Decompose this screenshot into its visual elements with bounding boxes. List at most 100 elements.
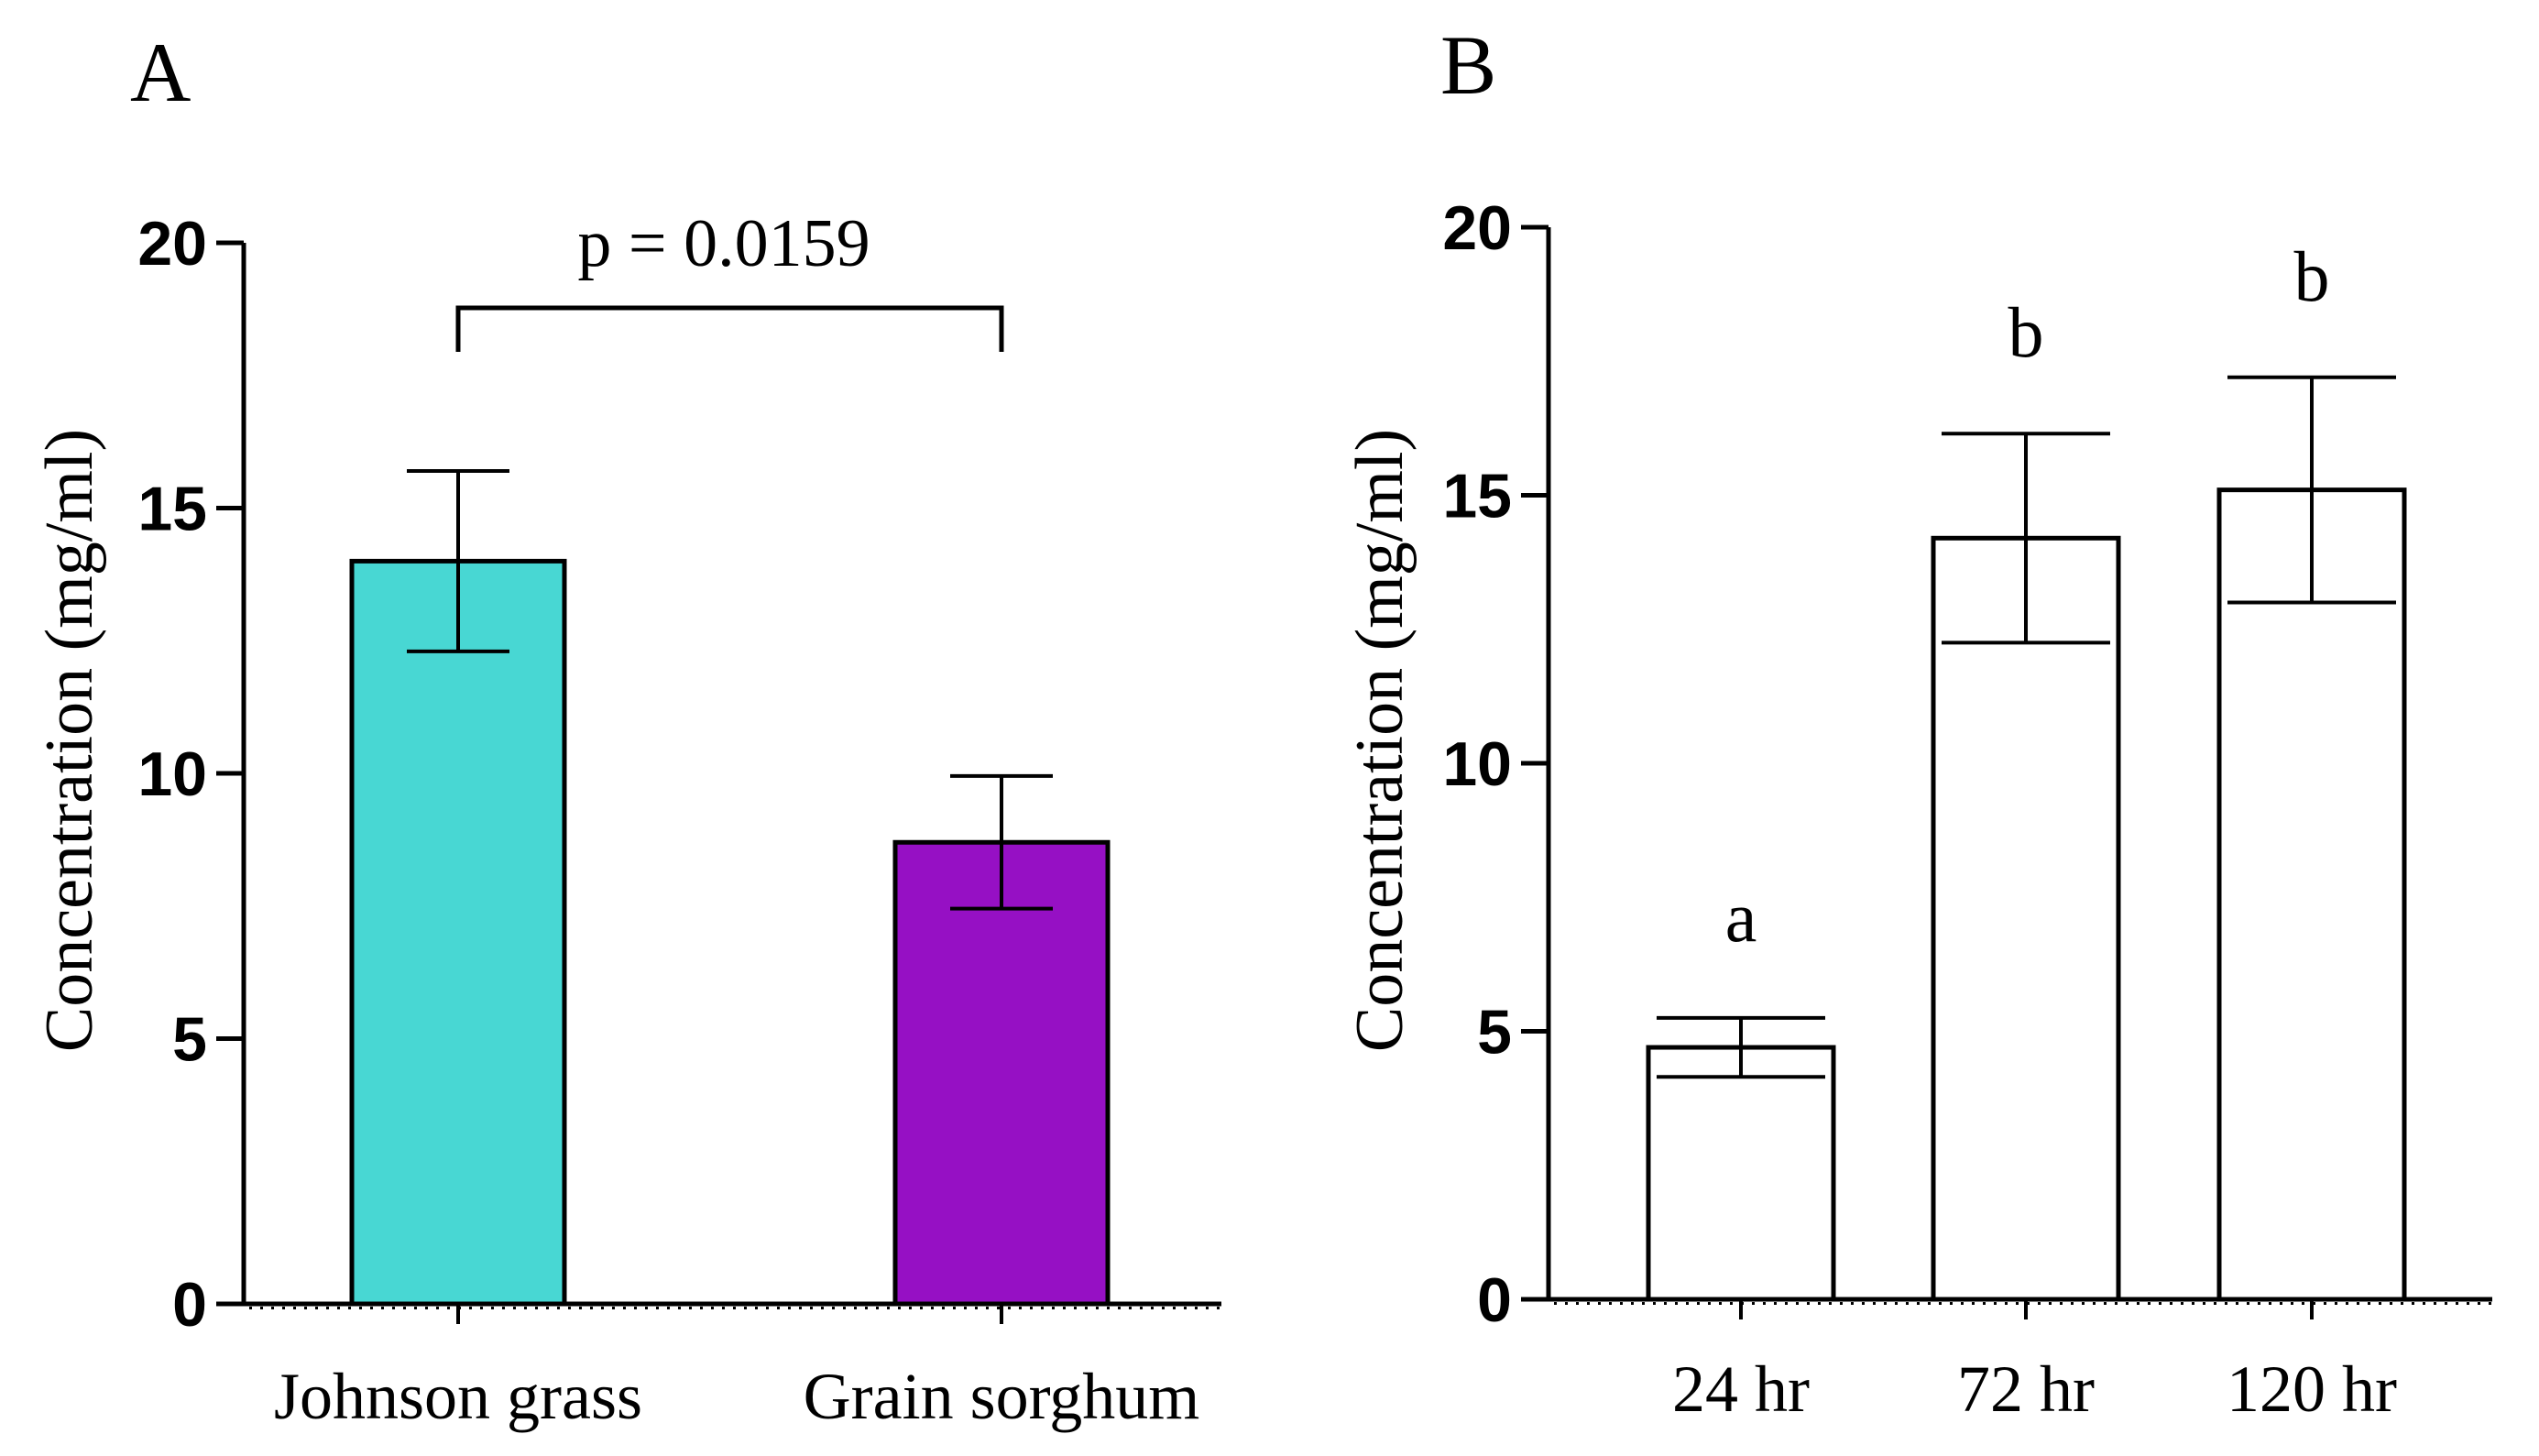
x-axis-dot bbox=[1983, 1302, 1986, 1305]
x-axis-dot bbox=[821, 1307, 824, 1309]
bar bbox=[349, 558, 567, 1307]
x-axis-dot bbox=[1576, 1302, 1579, 1305]
bar bbox=[2216, 487, 2407, 1302]
x-axis-dot bbox=[2071, 1302, 2074, 1305]
x-axis-dot bbox=[1774, 1302, 1777, 1305]
x-axis-dot bbox=[2368, 1302, 2370, 1305]
x-axis-dot bbox=[1862, 1302, 1865, 1305]
x-axis-dot bbox=[2027, 1302, 2030, 1305]
group-letter: a bbox=[1725, 877, 1757, 957]
y-tick-label: 15 bbox=[137, 475, 207, 544]
x-axis-dot bbox=[1184, 1307, 1187, 1309]
x-axis-dot bbox=[1763, 1302, 1766, 1305]
panel-a-category-labels: Johnson grass Grain sorghum bbox=[274, 1304, 1199, 1433]
x-axis-dot bbox=[2258, 1302, 2260, 1305]
x-axis-dot bbox=[1950, 1302, 1953, 1305]
x-axis-dot bbox=[623, 1307, 626, 1309]
x-axis-dot bbox=[524, 1307, 527, 1309]
x-axis-dot bbox=[1162, 1307, 1165, 1309]
x-axis-dot bbox=[1074, 1307, 1077, 1309]
x-axis-dot bbox=[1994, 1302, 1997, 1305]
x-axis-dot bbox=[2170, 1302, 2172, 1305]
x-axis-dot bbox=[557, 1307, 560, 1309]
x-axis-dot bbox=[1807, 1302, 1810, 1305]
x-axis-dot bbox=[304, 1307, 307, 1309]
x-axis-dot bbox=[1708, 1302, 1711, 1305]
x-axis-dot bbox=[854, 1307, 857, 1309]
panel-b-category-labels: 24 hr 72 hr 120 hr bbox=[1672, 1299, 2397, 1426]
x-axis-dot bbox=[282, 1307, 285, 1309]
x-axis-dot bbox=[579, 1307, 582, 1309]
x-axis-dot bbox=[2005, 1302, 2008, 1305]
x-axis-dot bbox=[2434, 1302, 2436, 1305]
x-axis-dot bbox=[1895, 1302, 1898, 1305]
y-tick-label: 10 bbox=[1442, 729, 1512, 799]
x-axis-dot bbox=[2203, 1302, 2205, 1305]
x-axis-dot bbox=[1041, 1307, 1044, 1309]
x-axis-dot bbox=[1063, 1307, 1066, 1309]
x-axis-dot bbox=[326, 1307, 329, 1309]
significance-bracket bbox=[455, 305, 1004, 352]
x-axis-dot bbox=[1752, 1302, 1755, 1305]
group-letter: b bbox=[2294, 236, 2330, 316]
x-axis-dot bbox=[2148, 1302, 2150, 1305]
x-axis-dot bbox=[1917, 1302, 1920, 1305]
category-label: Johnson grass bbox=[274, 1360, 642, 1433]
y-tick-label: 5 bbox=[172, 1005, 207, 1075]
y-tick-label: 20 bbox=[137, 209, 207, 279]
x-axis-dot bbox=[1785, 1302, 1788, 1305]
x-axis-dot bbox=[502, 1307, 505, 1309]
x-axis-dot bbox=[2489, 1302, 2491, 1305]
x-axis-dot bbox=[964, 1307, 967, 1309]
x-axis-dot bbox=[1686, 1302, 1689, 1305]
x-axis-dot bbox=[2104, 1302, 2107, 1305]
x-axis-dot bbox=[546, 1307, 549, 1309]
x-axis-dot bbox=[755, 1307, 758, 1309]
x-axis-dot bbox=[2126, 1302, 2129, 1305]
x-axis-dot bbox=[2247, 1302, 2249, 1305]
x-axis-dot bbox=[2324, 1302, 2326, 1305]
panel-b-y-axis-label: Concentration (mg/ml) bbox=[1342, 429, 1417, 1052]
x-axis-dot bbox=[2401, 1302, 2403, 1305]
x-axis-dot bbox=[513, 1307, 516, 1309]
x-axis-dot bbox=[2060, 1302, 2063, 1305]
x-axis-dot bbox=[656, 1307, 659, 1309]
x-axis-dot bbox=[1840, 1302, 1843, 1305]
x-axis-dot bbox=[1664, 1302, 1667, 1305]
x-axis-dot bbox=[1796, 1302, 1799, 1305]
x-axis-dot bbox=[535, 1307, 538, 1309]
x-axis-dot bbox=[1972, 1302, 1975, 1305]
x-axis-dot bbox=[2280, 1302, 2282, 1305]
y-tick-label: 15 bbox=[1442, 462, 1512, 531]
x-axis-dot bbox=[1928, 1302, 1931, 1305]
x-axis-dot bbox=[1961, 1302, 1964, 1305]
x-axis-dot bbox=[469, 1307, 472, 1309]
panel-b-label: B bbox=[1440, 18, 1496, 112]
x-axis-dot bbox=[260, 1307, 263, 1309]
x-axis-dot bbox=[1884, 1302, 1887, 1305]
x-axis-dot bbox=[271, 1307, 274, 1309]
group-letter: b bbox=[2008, 292, 2044, 372]
x-axis-dot bbox=[1730, 1302, 1733, 1305]
x-axis-dot bbox=[1851, 1302, 1854, 1305]
x-axis-dot bbox=[1719, 1302, 1722, 1305]
x-axis-dot bbox=[865, 1307, 868, 1309]
x-axis-dot bbox=[293, 1307, 296, 1309]
x-axis-dot bbox=[1631, 1302, 1634, 1305]
x-axis-dot bbox=[425, 1307, 428, 1309]
x-axis-dot bbox=[1206, 1307, 1209, 1309]
x-axis-dot bbox=[2467, 1302, 2469, 1305]
x-axis-dot bbox=[788, 1307, 791, 1309]
category-label: 24 hr bbox=[1672, 1352, 1810, 1426]
x-axis-dot bbox=[689, 1307, 692, 1309]
x-axis-dot bbox=[1019, 1307, 1022, 1309]
x-axis-dot bbox=[2159, 1302, 2161, 1305]
y-tick-label: 5 bbox=[1477, 998, 1512, 1067]
x-axis-dot bbox=[2225, 1302, 2227, 1305]
x-axis-dot bbox=[2049, 1302, 2052, 1305]
x-axis-dot bbox=[777, 1307, 780, 1309]
x-axis-dot bbox=[480, 1307, 483, 1309]
x-axis-dot bbox=[249, 1307, 252, 1309]
y-tick-label: 20 bbox=[1442, 193, 1512, 263]
x-axis-dot bbox=[700, 1307, 703, 1309]
